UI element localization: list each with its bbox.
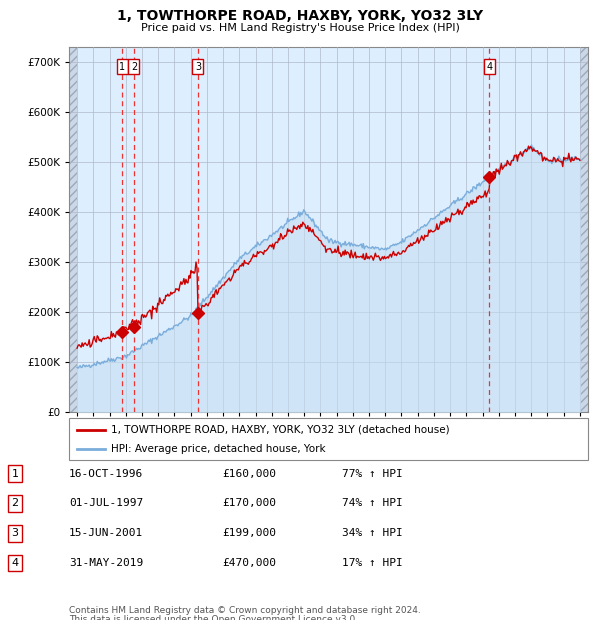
Text: 31-MAY-2019: 31-MAY-2019	[69, 558, 143, 568]
Text: £170,000: £170,000	[222, 498, 276, 508]
Text: 74% ↑ HPI: 74% ↑ HPI	[342, 498, 403, 508]
Bar	[580, 46, 588, 412]
Text: 15-JUN-2001: 15-JUN-2001	[69, 528, 143, 538]
Text: 1, TOWTHORPE ROAD, HAXBY, YORK, YO32 3LY (detached house): 1, TOWTHORPE ROAD, HAXBY, YORK, YO32 3LY…	[110, 425, 449, 435]
Text: 16-OCT-1996: 16-OCT-1996	[69, 469, 143, 479]
Text: Price paid vs. HM Land Registry's House Price Index (HPI): Price paid vs. HM Land Registry's House …	[140, 23, 460, 33]
Text: 4: 4	[486, 61, 492, 71]
Text: 17% ↑ HPI: 17% ↑ HPI	[342, 558, 403, 568]
Text: 3: 3	[195, 61, 201, 71]
FancyBboxPatch shape	[69, 418, 588, 460]
Text: Contains HM Land Registry data © Crown copyright and database right 2024.: Contains HM Land Registry data © Crown c…	[69, 606, 421, 616]
Text: 1: 1	[119, 61, 125, 71]
Text: 34% ↑ HPI: 34% ↑ HPI	[342, 528, 403, 538]
Text: 3: 3	[11, 528, 19, 538]
Text: This data is licensed under the Open Government Licence v3.0.: This data is licensed under the Open Gov…	[69, 615, 358, 620]
Text: £470,000: £470,000	[222, 558, 276, 568]
Text: 1, TOWTHORPE ROAD, HAXBY, YORK, YO32 3LY: 1, TOWTHORPE ROAD, HAXBY, YORK, YO32 3LY	[117, 9, 483, 23]
Text: 4: 4	[11, 558, 19, 568]
Text: 2: 2	[11, 498, 19, 508]
Text: 77% ↑ HPI: 77% ↑ HPI	[342, 469, 403, 479]
Text: 2: 2	[131, 61, 137, 71]
Text: £199,000: £199,000	[222, 528, 276, 538]
Bar	[69, 46, 77, 412]
Text: 01-JUL-1997: 01-JUL-1997	[69, 498, 143, 508]
Text: 1: 1	[11, 469, 19, 479]
Text: £160,000: £160,000	[222, 469, 276, 479]
Text: HPI: Average price, detached house, York: HPI: Average price, detached house, York	[110, 445, 325, 454]
